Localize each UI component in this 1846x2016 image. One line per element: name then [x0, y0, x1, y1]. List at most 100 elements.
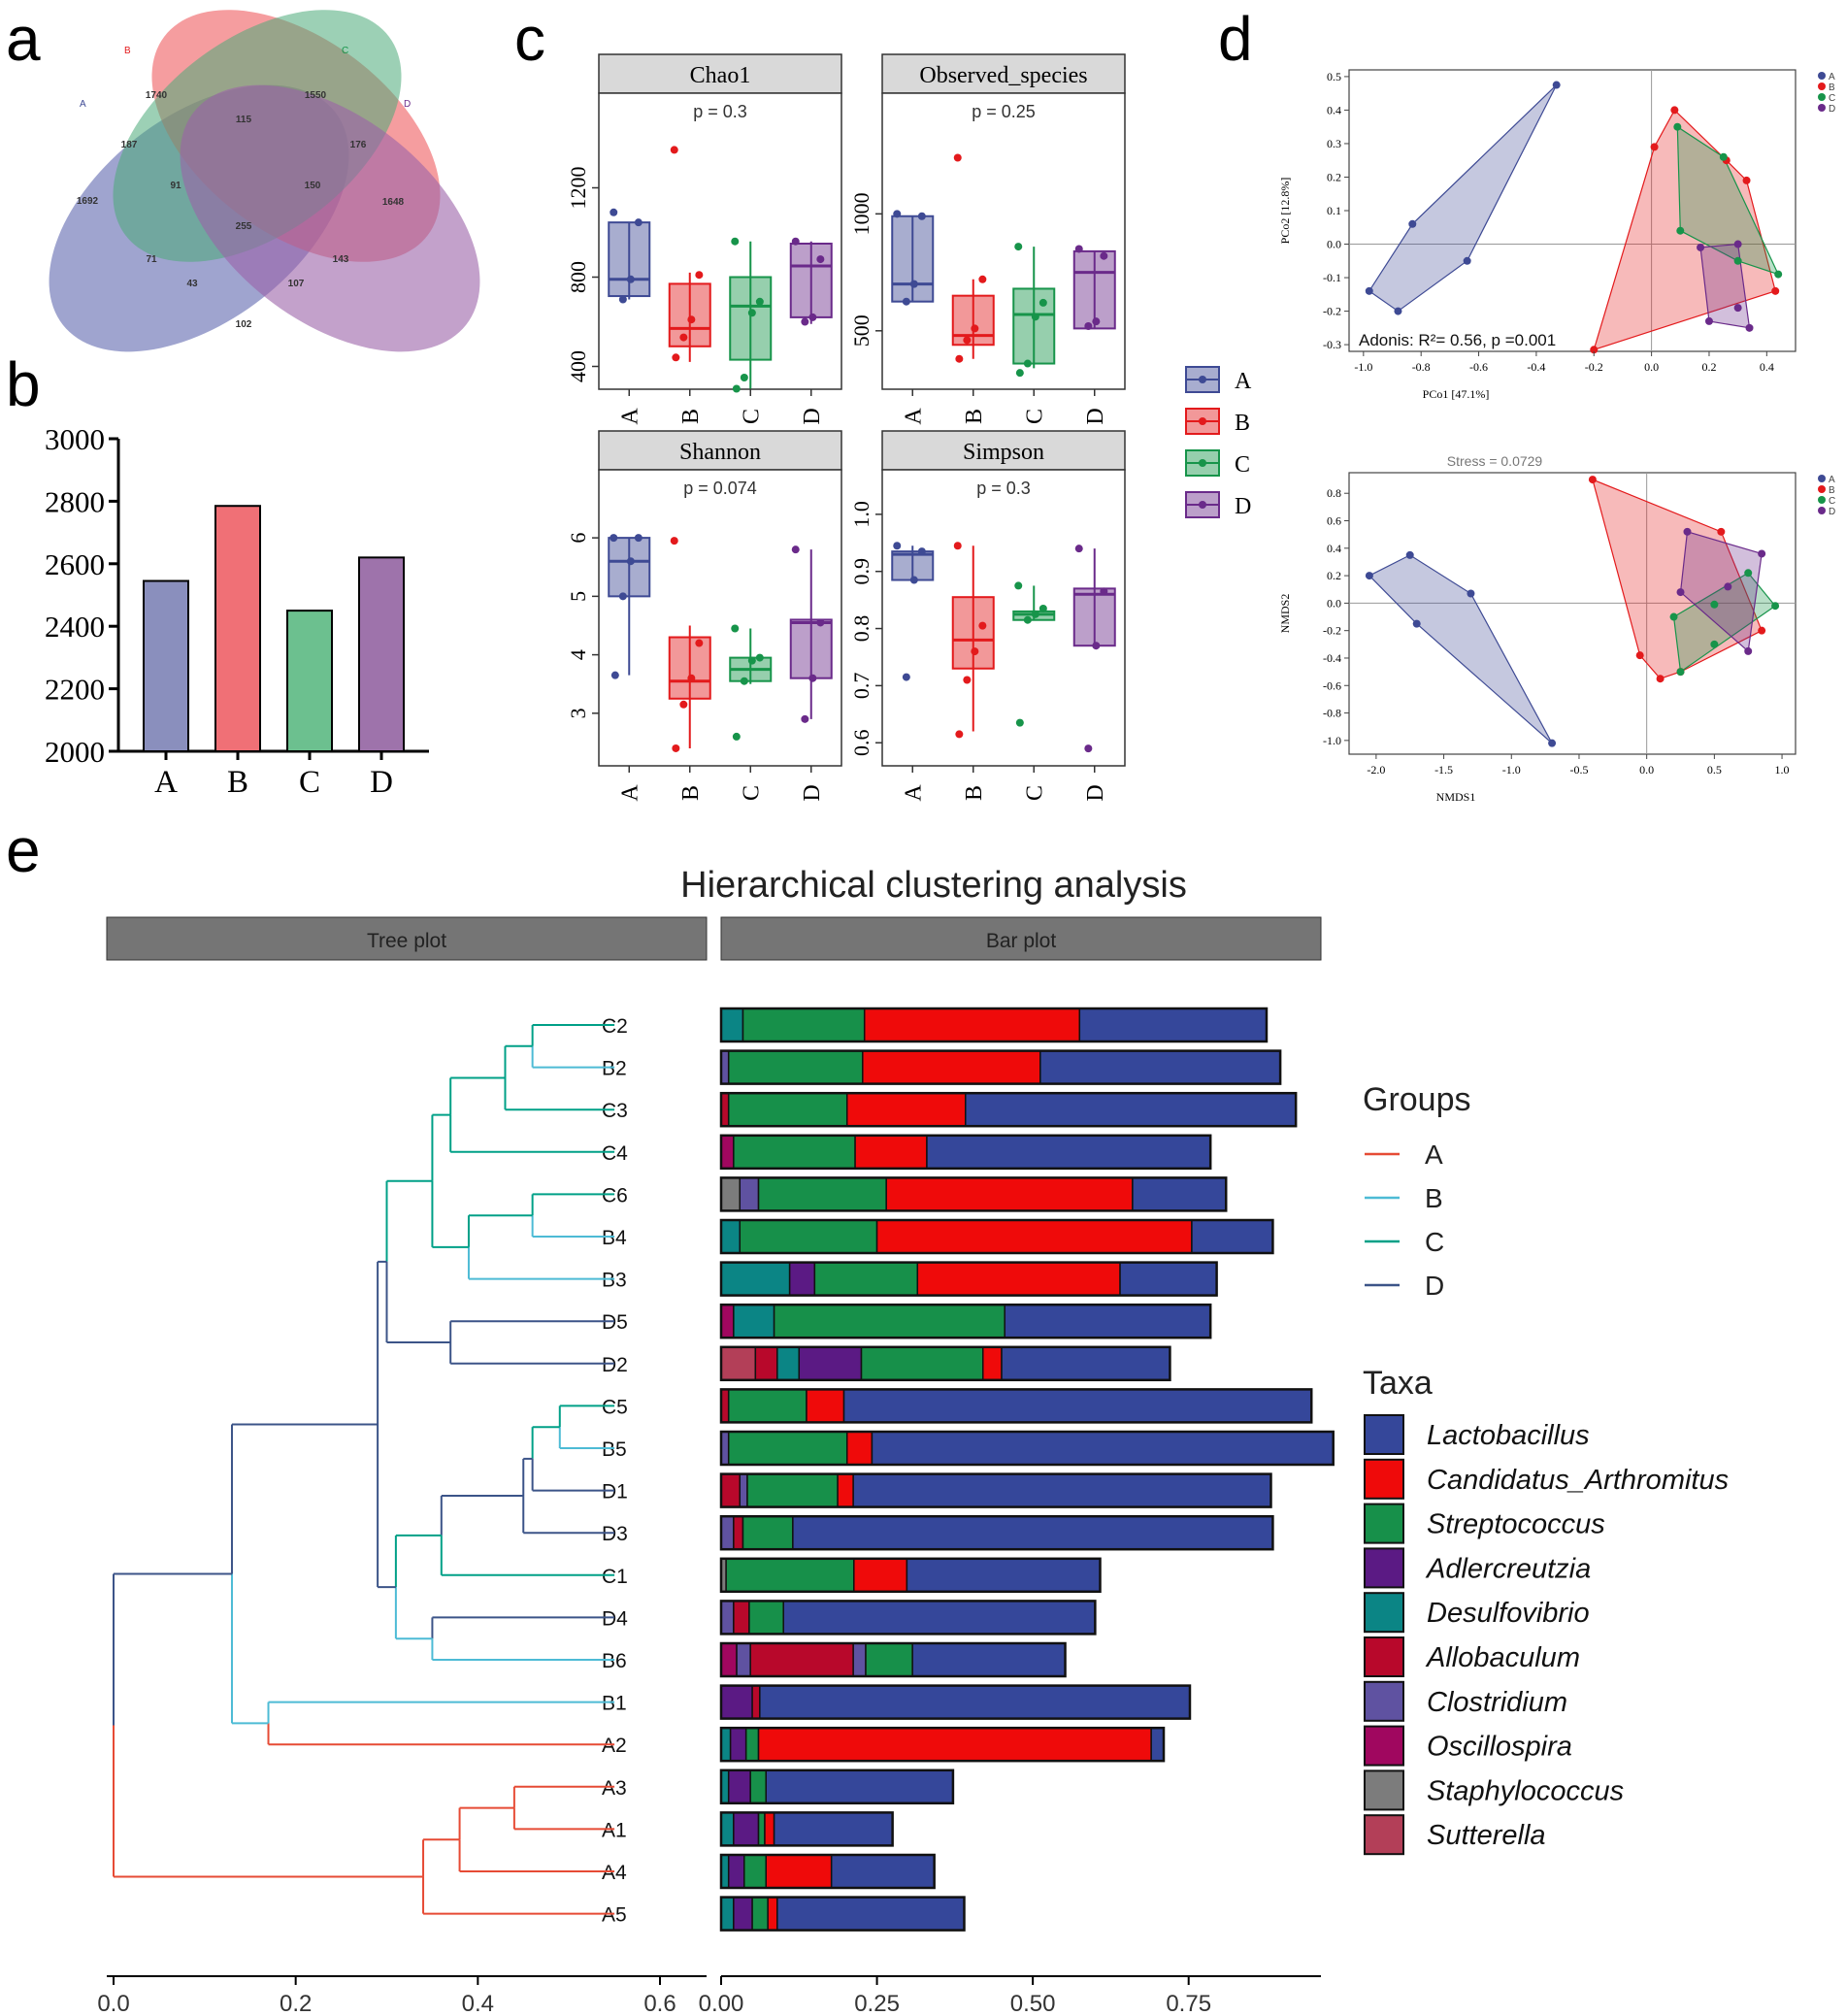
plot-frame: [1348, 69, 1797, 352]
bar-segment: [830, 1854, 936, 1889]
bar-segment: [720, 1600, 735, 1636]
data-point: [1092, 317, 1101, 326]
facet-strip: [881, 430, 1126, 471]
x-tick-label: 0.0: [1639, 763, 1654, 777]
bar-segment: [852, 1472, 1272, 1508]
data-point: [1588, 476, 1597, 484]
data-point: [978, 275, 987, 283]
data-point: [1100, 587, 1108, 596]
bar-segment: [1150, 1727, 1165, 1762]
x-tick-label: 0.5: [1707, 763, 1722, 777]
legend-swatch: [1364, 1547, 1404, 1589]
legend-label: D: [1235, 494, 1251, 519]
data-point: [755, 297, 764, 306]
ordination-panel-d: -1.0 -0.8 -0.6 -0.4 -0.2 0.0 0.2 0.4 -0.3 -0.2 -0.…: [1278, 69, 1835, 804]
y-tick-label: -0.8: [1323, 707, 1341, 720]
box: [951, 596, 995, 670]
strip-bar: [720, 916, 1322, 961]
x-tick-label: 0.75: [1166, 1991, 1211, 2016]
data-point: [731, 624, 740, 633]
bar-segment: [727, 1431, 848, 1466]
y-tick-label: 6: [566, 533, 590, 544]
facet-title: Shannon: [679, 440, 761, 465]
y-tick-label: 0.1: [1327, 204, 1341, 217]
leaf-label: D4: [602, 1607, 628, 1630]
legend-dot: [1818, 507, 1826, 514]
bar-segment: [906, 1558, 1102, 1593]
leaf-label: B5: [602, 1438, 627, 1461]
legend-taxa-title: Taxa: [1363, 1365, 1433, 1402]
y-tick-label: 0.0: [1327, 596, 1341, 610]
legend-swatch: [1364, 1458, 1404, 1500]
data-point: [1670, 106, 1679, 115]
data-point: [1394, 307, 1402, 315]
data-point: [791, 545, 800, 554]
data-point: [953, 542, 962, 550]
data-point: [1683, 527, 1692, 536]
bar-segment: [733, 1304, 775, 1338]
p-value: p = 0.3: [976, 479, 1031, 498]
p-value: p = 0.074: [683, 479, 757, 498]
legend-groups-title: Groups: [1363, 1081, 1471, 1118]
bar-segment: [1001, 1346, 1171, 1381]
x-axis-label: NMDS1: [1436, 790, 1476, 804]
y-tick-label: -0.3: [1323, 338, 1341, 351]
x-tick-label: C: [1022, 785, 1047, 801]
legend-swatch-dot: [1199, 501, 1206, 509]
legend-label: C: [1235, 452, 1250, 478]
venn-count: 187: [121, 140, 138, 150]
facet-panel: [598, 92, 842, 390]
data-point: [1548, 739, 1557, 747]
bar-segment: [742, 1515, 794, 1550]
stress-title: Stress = 0.0729: [1447, 453, 1543, 469]
y-tick-label: 2400: [45, 610, 105, 644]
facet-panel: [881, 92, 1126, 390]
x-tick-label: A: [617, 784, 643, 802]
data-point: [1031, 610, 1039, 618]
data-point: [1710, 640, 1719, 648]
data-point: [1365, 572, 1373, 580]
box: [1072, 249, 1116, 330]
legend-label: Streptococcus: [1427, 1509, 1605, 1540]
x-tick-label: -1.0: [1502, 763, 1521, 777]
bar-segment: [754, 1346, 778, 1381]
leaf-label: B4: [602, 1227, 627, 1249]
venn-count: 71: [146, 254, 157, 265]
venn-count: 43: [186, 279, 198, 289]
bar-segment: [813, 1261, 919, 1297]
bar-segment: [842, 1388, 1312, 1424]
venn-set-d: [180, 84, 480, 352]
leaf-label: A5: [602, 1904, 627, 1927]
box: [951, 294, 995, 347]
bar-segment: [862, 1049, 1041, 1085]
legend-label: Adlercreutzia: [1425, 1553, 1591, 1584]
bar-segment: [720, 1727, 732, 1762]
bar-segment: [751, 1684, 761, 1720]
bar-segment: [739, 1219, 878, 1254]
x-tick-label: -0.6: [1469, 360, 1488, 374]
box: [891, 550, 935, 581]
data-point: [1724, 582, 1732, 591]
bar-outline: [719, 1641, 1067, 1678]
bar-segment: [733, 1896, 753, 1932]
facet-title: Observed_species: [919, 63, 1087, 88]
data-point: [1365, 286, 1373, 295]
bar-segment: [776, 1346, 801, 1381]
legend-swatch: [1364, 1592, 1404, 1634]
plot-frame: [1348, 472, 1797, 755]
data-point: [1676, 588, 1685, 597]
legend-label: Candidatus_Arthromitus: [1427, 1465, 1729, 1496]
leaf-label: A2: [602, 1735, 627, 1757]
data-point: [1023, 615, 1032, 624]
data-point: [1733, 256, 1742, 265]
leaf-label: C5: [602, 1396, 628, 1418]
legend-label: Sutterella: [1427, 1820, 1546, 1851]
y-tick-label: 0.3: [1327, 137, 1341, 150]
legend-label: D: [1829, 104, 1835, 115]
legend-swatch-dot: [1199, 459, 1206, 467]
box: [1072, 587, 1116, 647]
leaf-label: A4: [602, 1862, 627, 1884]
y-tick-label: -0.1: [1323, 271, 1341, 284]
bar-segment: [1132, 1176, 1227, 1212]
data-point: [1650, 143, 1659, 151]
